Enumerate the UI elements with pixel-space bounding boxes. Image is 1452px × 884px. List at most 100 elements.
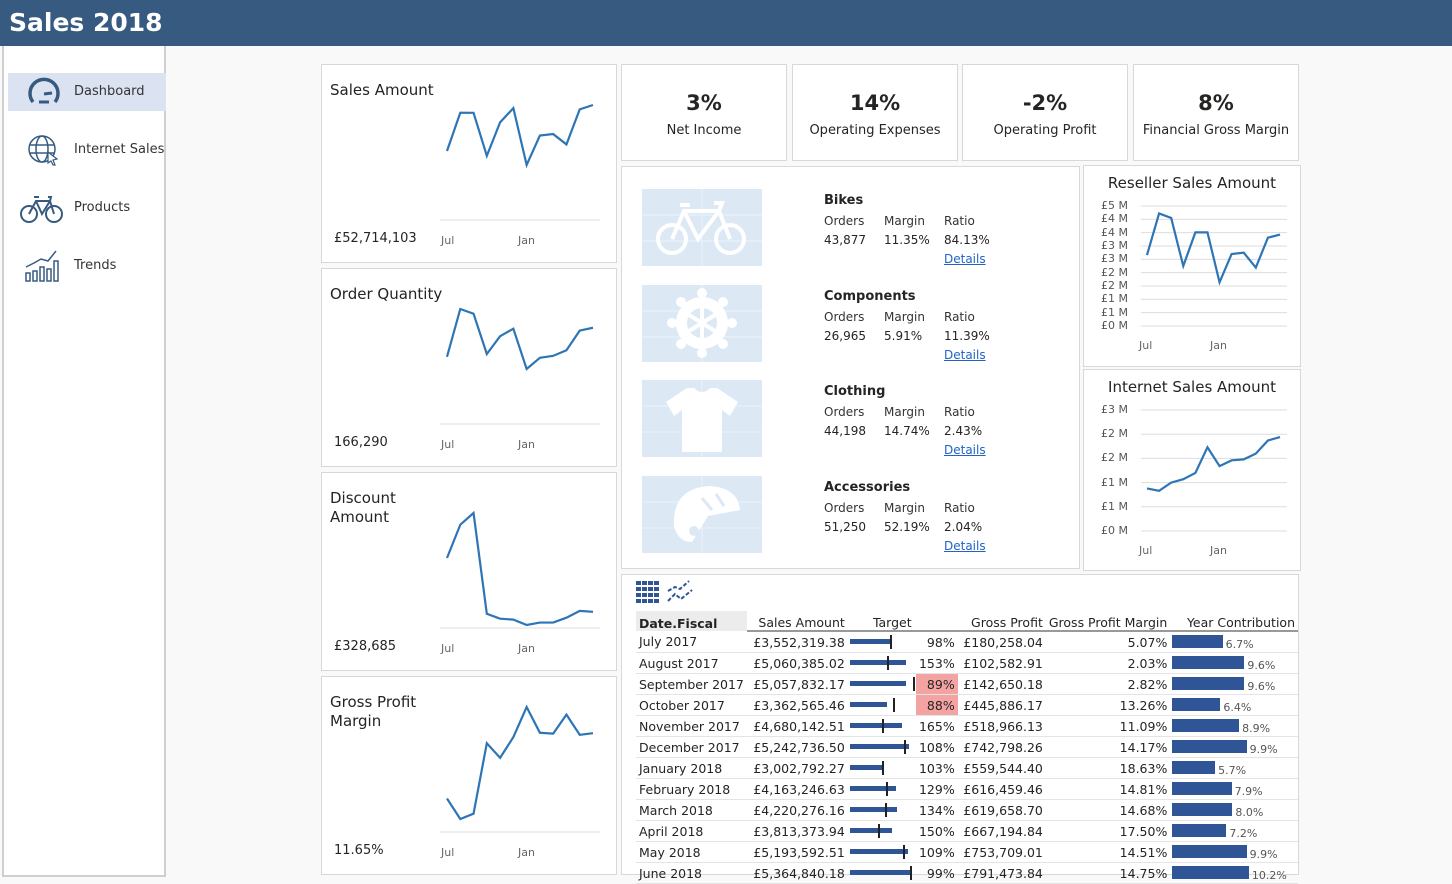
sales-bar: [849, 681, 907, 686]
date-cell: October 2017: [636, 694, 747, 716]
dashboard-gauge-icon: [28, 77, 60, 104]
date-cell: May 2018: [636, 841, 747, 863]
target-bullet-bar: [848, 800, 916, 820]
sidebar-item-label: Dashboard: [74, 84, 145, 99]
card-title: Sales Amount: [330, 81, 434, 99]
sales-amount-cell: £3,813,373.94: [746, 820, 848, 842]
table-row[interactable]: November 2017 £4,680,142.51 165% £518,96…: [636, 715, 1298, 737]
margin-value: 5.91%: [884, 328, 923, 343]
y-tick-label: £4 M: [1101, 212, 1128, 226]
bicycle-icon: [20, 196, 63, 223]
sidebar-item-products[interactable]: Products: [8, 189, 166, 227]
line-chart-plot: [1141, 409, 1287, 532]
column-header-target[interactable]: Target: [847, 611, 916, 632]
orders-label: Orders: [824, 500, 865, 515]
table-grid-icon[interactable]: [636, 581, 660, 603]
ratio-label: Ratio: [944, 405, 975, 419]
table-row[interactable]: August 2017 £5,060,385.02 153% £102,582.…: [636, 652, 1298, 674]
sales-bar: [849, 660, 907, 665]
date-cell: January 2018: [636, 757, 747, 779]
target-marker: [892, 698, 895, 712]
y-tick-label: £3 M: [1101, 403, 1128, 416]
x-tick-label: Jul: [1139, 339, 1153, 352]
sales-bar: [849, 723, 903, 728]
date-cell: September 2017: [636, 673, 747, 695]
app-header: [0, 0, 1452, 46]
margin-value: 14.74%: [884, 424, 930, 438]
year-contribution-label: 9.9%: [1249, 848, 1278, 861]
column-header-date[interactable]: Date.Fiscal: [636, 611, 747, 631]
orders-value: 51,250: [824, 519, 866, 534]
card-title: Discount Amount: [330, 489, 396, 526]
date-cell: March 2018: [636, 799, 747, 821]
kpi-label: Financial Gross Margin: [1142, 123, 1290, 138]
table-row[interactable]: June 2018 £5,364,840.18 99% £791,473.84 …: [636, 862, 1298, 884]
table-row[interactable]: March 2018 £4,220,276.16 134% £619,658.7…: [636, 799, 1298, 821]
details-link[interactable]: Details: [944, 538, 986, 553]
target-bullet-bar: [848, 842, 916, 862]
table-row[interactable]: February 2018 £4,163,246.63 129% £616,45…: [636, 778, 1298, 800]
kpi-operating-profit: -2% Operating Profit: [962, 64, 1128, 161]
column-header-sales-amount[interactable]: Sales Amount: [746, 611, 848, 632]
column-header-year-contribution[interactable]: Year Contribution: [1170, 611, 1298, 632]
year-contribution-label: 8.9%: [1242, 722, 1271, 735]
year-contribution-bar: [1172, 845, 1247, 858]
sales-bar: [849, 870, 910, 875]
y-tick-label: £0 M: [1101, 524, 1128, 537]
year-contribution-label: 7.9%: [1234, 785, 1263, 798]
line-chart-toggle-icon[interactable]: [667, 579, 695, 603]
y-tick-label: £4 M: [1101, 225, 1128, 239]
y-tick-label: £5 M: [1101, 199, 1128, 212]
x-axis-label: Jan: [518, 642, 535, 655]
kpi-label: Operating Profit: [993, 123, 1097, 138]
details-link[interactable]: Details: [944, 443, 986, 457]
target-pct-cell: 88%: [915, 694, 958, 716]
gross-profit-margin-cell: 13.26%: [1045, 694, 1171, 716]
y-tick-label: £1 M: [1101, 499, 1128, 513]
table-row[interactable]: October 2017 £3,362,565.46 88% £445,886.…: [636, 694, 1298, 716]
sparkline-chart: [440, 307, 600, 425]
sidebar-item-trends[interactable]: Trends: [8, 247, 166, 285]
sparkline-series: [445, 510, 594, 627]
sidebar-item-internet-sales[interactable]: Internet Sales: [8, 131, 166, 169]
table-row[interactable]: July 2017 £3,552,319.38 98% £180,258.04 …: [636, 631, 1298, 653]
column-header-gross-profit-margin[interactable]: Gross Profit Margin: [1045, 611, 1171, 632]
ratio-value: 2.43%: [944, 424, 983, 438]
table-row[interactable]: April 2018 £3,813,373.94 150% £667,194.8…: [636, 820, 1298, 842]
details-link[interactable]: Details: [944, 347, 986, 362]
tshirt-icon: [642, 380, 762, 457]
gross-profit-margin-cell: 14.51%: [1045, 841, 1171, 863]
target-bullet-bar: [848, 737, 916, 757]
year-contribution-bar: [1172, 803, 1233, 816]
kpi-value: 14%: [849, 91, 901, 115]
sidebar-item-label: Trends: [74, 258, 117, 273]
table-row[interactable]: May 2018 £5,193,592.51 109% £753,709.01 …: [636, 841, 1298, 863]
sidebar-item-dashboard[interactable]: Dashboard: [8, 73, 166, 111]
target-pct-cell: 129%: [915, 778, 958, 800]
table-row[interactable]: December 2017 £5,242,736.50 108% £742,79…: [636, 736, 1298, 758]
product-name: Components: [824, 288, 916, 304]
gross-profit-cell: £559,544.40: [957, 757, 1046, 779]
year-contribution-label: 6.4%: [1223, 701, 1252, 714]
target-marker: [890, 635, 893, 649]
kpi-sparkline-card: Gross Profit Margin 11.65% Jul Jan: [321, 676, 617, 875]
x-axis-label: Jul: [441, 642, 455, 655]
helmet-icon: [642, 475, 762, 553]
product-name: Accessories: [824, 479, 911, 495]
card-value: 166,290: [334, 435, 388, 450]
details-link[interactable]: Details: [944, 252, 986, 266]
sidebar-item-label: Products: [74, 200, 131, 215]
table-row[interactable]: September 2017 £5,057,832.17 89% £142,65…: [636, 673, 1298, 695]
year-contribution-bar: [1172, 656, 1245, 669]
column-header-gross-profit[interactable]: Gross Profit: [957, 611, 1046, 632]
year-contribution-label: 5.7%: [1218, 764, 1247, 777]
target-pct-cell: 134%: [915, 799, 958, 821]
x-axis-label: Jan: [518, 438, 535, 451]
table-row[interactable]: January 2018 £3,002,792.27 103% £559,544…: [636, 757, 1298, 779]
sparkline-series: [445, 103, 594, 169]
year-contribution-bar: [1172, 698, 1221, 711]
ratio-label: Ratio: [944, 500, 975, 515]
orders-value: 26,965: [824, 328, 866, 343]
gross-profit-cell: £142,650.18: [957, 673, 1046, 695]
target-bullet-bar: [848, 632, 916, 652]
